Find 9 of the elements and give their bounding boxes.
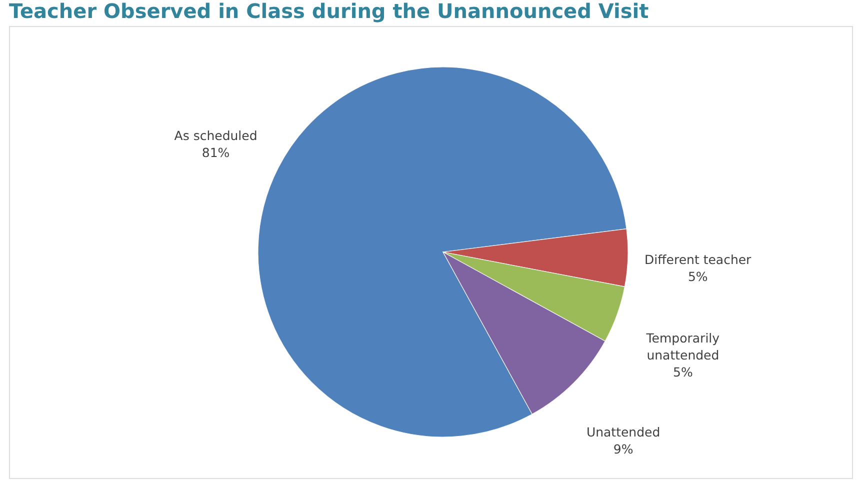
- slice-label: As scheduled: [174, 128, 258, 144]
- data-label: 9%: [613, 441, 634, 456]
- slice-label: Unattended: [586, 424, 660, 440]
- slice-label: Different teacher: [644, 252, 752, 268]
- data-label: 5%: [688, 269, 708, 284]
- slice-label: Temporarily unattended: [645, 330, 720, 362]
- chart-title: Teacher Observed in Class during the Unannounced Visit: [9, 0, 650, 23]
- data-label: 5%: [673, 364, 693, 380]
- data-label: 81%: [202, 145, 230, 160]
